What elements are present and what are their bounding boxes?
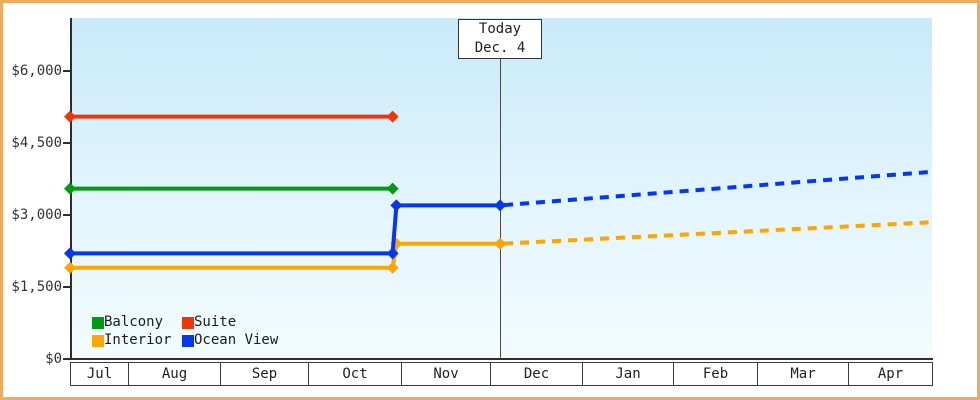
legend-label: Ocean View [194, 332, 279, 348]
y-tick-label: $4,500 [11, 135, 62, 151]
x-axis-line [68, 358, 933, 360]
y-tick-label: $3,000 [11, 207, 62, 223]
month-cell-aug: Aug [128, 362, 221, 386]
legend-item-balcony: Balcony [92, 314, 164, 330]
month-cell-dec: Dec [490, 362, 583, 386]
legend-label: Balcony [104, 314, 164, 330]
legend-item-interior: Interior [92, 332, 172, 348]
month-cell-jul: Jul [70, 362, 129, 386]
legend-swatch [92, 316, 104, 329]
y-tick-label: $1,500 [11, 279, 62, 295]
legend-label: Interior [104, 332, 172, 348]
plot-area-background [72, 18, 932, 358]
y-tick-mark [63, 358, 70, 360]
y-tick-label: $0 [45, 351, 62, 367]
legend-swatch [182, 316, 194, 329]
month-cell-mar: Mar [757, 362, 849, 386]
today-vertical-line [500, 58, 501, 359]
month-cell-sep: Sep [220, 362, 309, 386]
month-cell-apr: Apr [848, 362, 933, 386]
legend-swatch [182, 334, 194, 347]
month-cell-feb: Feb [673, 362, 758, 386]
legend-item-ocean-view: Ocean View [182, 332, 279, 348]
y-tick-mark [63, 70, 70, 72]
legend-item-suite: Suite [182, 314, 237, 330]
today-label: Today [478, 21, 522, 37]
y-axis-line [70, 18, 72, 360]
today-date: Dec. 4 [474, 40, 526, 56]
y-tick-label: $6,000 [11, 63, 62, 79]
y-tick-mark [63, 214, 70, 216]
month-cell-oct: Oct [308, 362, 402, 386]
month-cell-jan: Jan [582, 362, 674, 386]
legend-swatch [92, 334, 104, 347]
y-tick-mark [63, 142, 70, 144]
y-tick-mark [63, 286, 70, 288]
today-label-box: Today Dec. 4 [458, 19, 542, 59]
month-cell-nov: Nov [401, 362, 491, 386]
legend-label: Suite [194, 314, 237, 330]
